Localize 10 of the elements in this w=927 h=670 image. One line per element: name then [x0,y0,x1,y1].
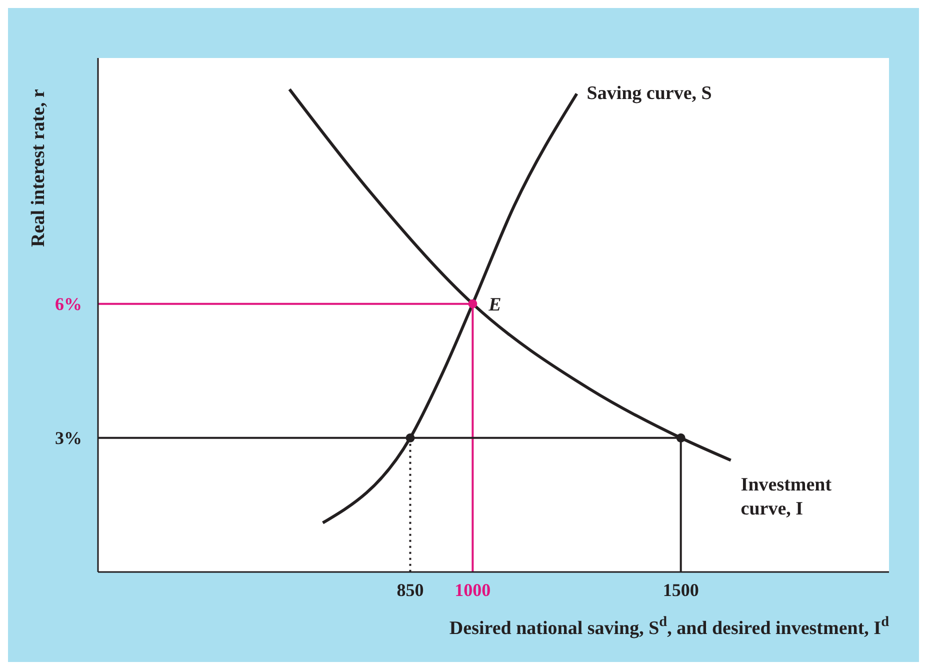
x-tick-label: 1500 [662,580,699,600]
y-tick-label: 3% [55,428,82,448]
x-tick-label: 1000 [454,580,491,600]
x-tick-label: 850 [396,580,424,600]
series-label: Investment curve, I [740,474,832,520]
y-tick-label: 6% [55,294,82,314]
annotation: E [488,294,502,316]
series-label: Saving curve, S [586,82,712,104]
x-axis-title: Desired national saving, S$^{d}$, and desired investment, I$^{d}$ [449,614,890,639]
y-axis-title: Real interest rate, r [28,88,49,247]
